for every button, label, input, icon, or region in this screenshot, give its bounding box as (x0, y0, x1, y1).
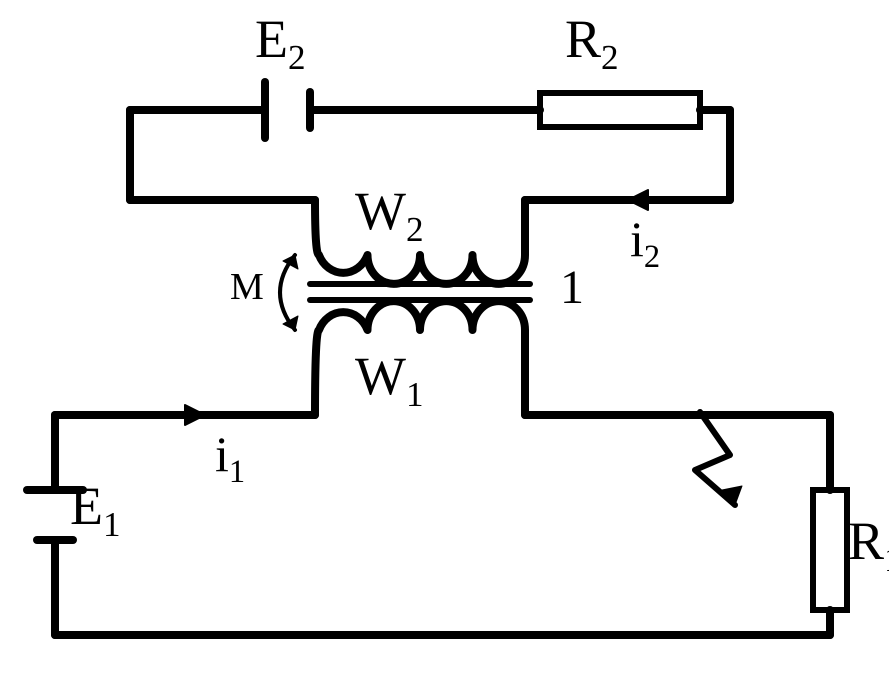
label-one: 1 (560, 260, 584, 315)
label-i2: i2 (630, 210, 660, 276)
label-E1: E1 (70, 475, 121, 545)
label-W1: W1 (355, 345, 424, 415)
circuit-svg (0, 0, 889, 675)
label-i1: i1 (215, 425, 245, 491)
label-R2: R2 (565, 8, 619, 78)
label-E2: E2 (255, 8, 306, 78)
label-W2: W2 (355, 180, 424, 250)
label-R1: R1 (848, 510, 889, 580)
label-M: M (230, 265, 264, 309)
